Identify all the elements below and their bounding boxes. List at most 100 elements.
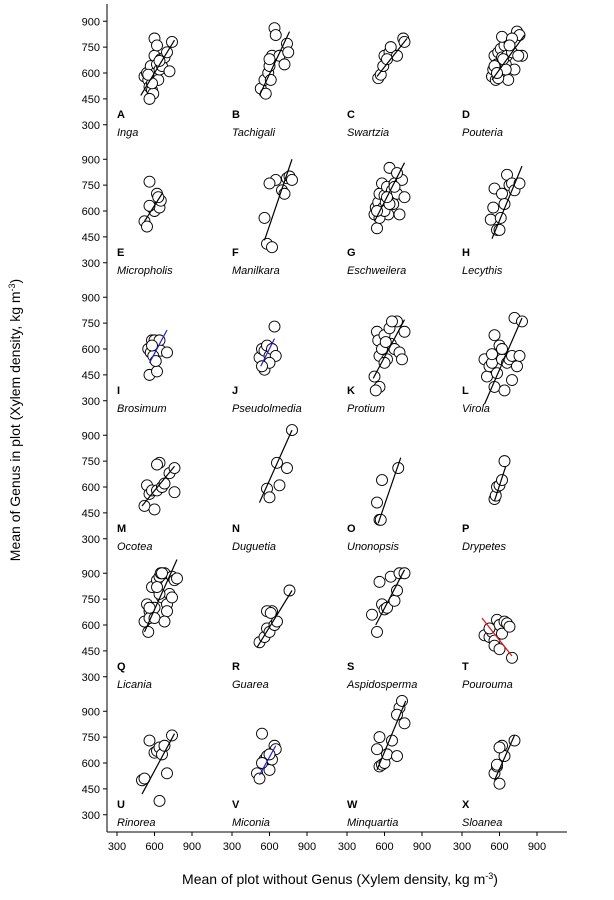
point xyxy=(398,191,411,204)
x-tick-label: 300 xyxy=(338,841,356,853)
y-tick-label: 600 xyxy=(82,758,100,770)
panel-letter: N xyxy=(232,523,240,535)
y-tick-label: 750 xyxy=(82,180,100,192)
fit-line xyxy=(483,317,523,405)
point xyxy=(496,627,508,640)
point xyxy=(376,474,388,487)
genus-name: Drypetes xyxy=(462,541,507,553)
x-tick-label: 900 xyxy=(183,841,201,853)
point xyxy=(171,572,183,585)
point xyxy=(484,213,497,226)
fit-line xyxy=(141,733,176,795)
genus-name: Swartzia xyxy=(347,127,389,139)
panel-letter: B xyxy=(232,109,240,121)
y-tick-label: 450 xyxy=(82,784,100,796)
y-tick-label: 450 xyxy=(82,370,100,382)
genus-name: Lecythis xyxy=(462,265,503,277)
y-tick-label: 300 xyxy=(82,534,100,546)
point xyxy=(386,315,398,328)
point xyxy=(496,30,508,43)
point xyxy=(273,479,286,492)
genus-name: Manilkara xyxy=(232,265,280,277)
point xyxy=(373,731,386,744)
point xyxy=(496,187,508,200)
point xyxy=(398,717,411,730)
y-tick-label: 750 xyxy=(82,318,100,330)
fit-line xyxy=(376,700,407,771)
y-axis-label: Mean of Genus in plot (Xylem density, kg… xyxy=(7,279,23,561)
genus-name: Minquartia xyxy=(347,817,398,829)
x-tick-label: 300 xyxy=(108,841,126,853)
x-tick-label: 600 xyxy=(145,841,163,853)
genus-name: Miconia xyxy=(232,817,270,829)
x-axis-label: Mean of plot without Genus (Xylem densit… xyxy=(182,871,498,887)
point xyxy=(396,694,408,707)
y-tick-label: 450 xyxy=(82,508,100,520)
y-tick-label: 300 xyxy=(82,810,100,822)
y-tick-label: 900 xyxy=(82,154,100,166)
fit-line xyxy=(260,338,276,367)
point xyxy=(156,567,168,580)
fit-line xyxy=(143,193,163,222)
y-tick-label: 900 xyxy=(82,568,100,580)
point xyxy=(493,741,506,754)
genus-name: Duguetia xyxy=(232,541,276,553)
panel-letter: D xyxy=(462,109,470,121)
point xyxy=(141,220,153,233)
genus-name: Virola xyxy=(462,403,490,415)
point xyxy=(371,496,383,509)
point xyxy=(152,191,165,204)
point xyxy=(142,68,155,81)
point xyxy=(151,458,163,471)
point xyxy=(491,367,503,380)
panel-letter: S xyxy=(347,661,354,673)
point xyxy=(256,360,268,373)
fit-line xyxy=(143,559,178,633)
fit-line xyxy=(493,735,516,781)
point xyxy=(161,346,173,359)
panel-letter: X xyxy=(462,799,470,811)
genus-name: Pourouma xyxy=(462,679,513,691)
point xyxy=(392,462,405,474)
point xyxy=(511,360,523,373)
y-tick-label: 750 xyxy=(82,42,100,54)
panel-letter: F xyxy=(232,247,239,259)
point xyxy=(493,777,506,790)
y-tick-label: 450 xyxy=(82,646,100,658)
genus-name: Protium xyxy=(347,403,385,415)
fit-line xyxy=(375,569,406,626)
point xyxy=(513,349,526,362)
point xyxy=(378,356,391,369)
y-tick-label: 900 xyxy=(82,292,100,304)
point xyxy=(371,222,383,235)
panel-letter: H xyxy=(462,247,470,259)
point xyxy=(391,708,403,721)
point xyxy=(503,620,516,633)
panel-letter: G xyxy=(347,247,356,259)
point xyxy=(263,177,276,190)
panel-letter: P xyxy=(462,523,469,535)
genus-name: Ocotea xyxy=(117,541,152,553)
panel-letter: J xyxy=(232,385,238,397)
point xyxy=(153,54,166,67)
point xyxy=(371,625,383,638)
point xyxy=(166,36,178,48)
point xyxy=(496,343,508,355)
point xyxy=(268,320,281,333)
genus-name: Aspidosperma xyxy=(346,679,417,691)
point xyxy=(163,65,176,78)
y-tick-label: 900 xyxy=(82,430,100,442)
fit-line xyxy=(148,329,168,364)
point xyxy=(506,374,518,386)
point xyxy=(151,39,163,52)
point xyxy=(253,772,266,785)
point xyxy=(168,486,181,499)
point xyxy=(278,58,291,71)
y-tick-label: 600 xyxy=(82,482,100,494)
y-tick-label: 750 xyxy=(82,456,100,468)
fit-line xyxy=(491,165,523,239)
genus-name: Pouteria xyxy=(462,127,503,139)
point xyxy=(371,205,383,217)
fit-line xyxy=(256,590,293,648)
